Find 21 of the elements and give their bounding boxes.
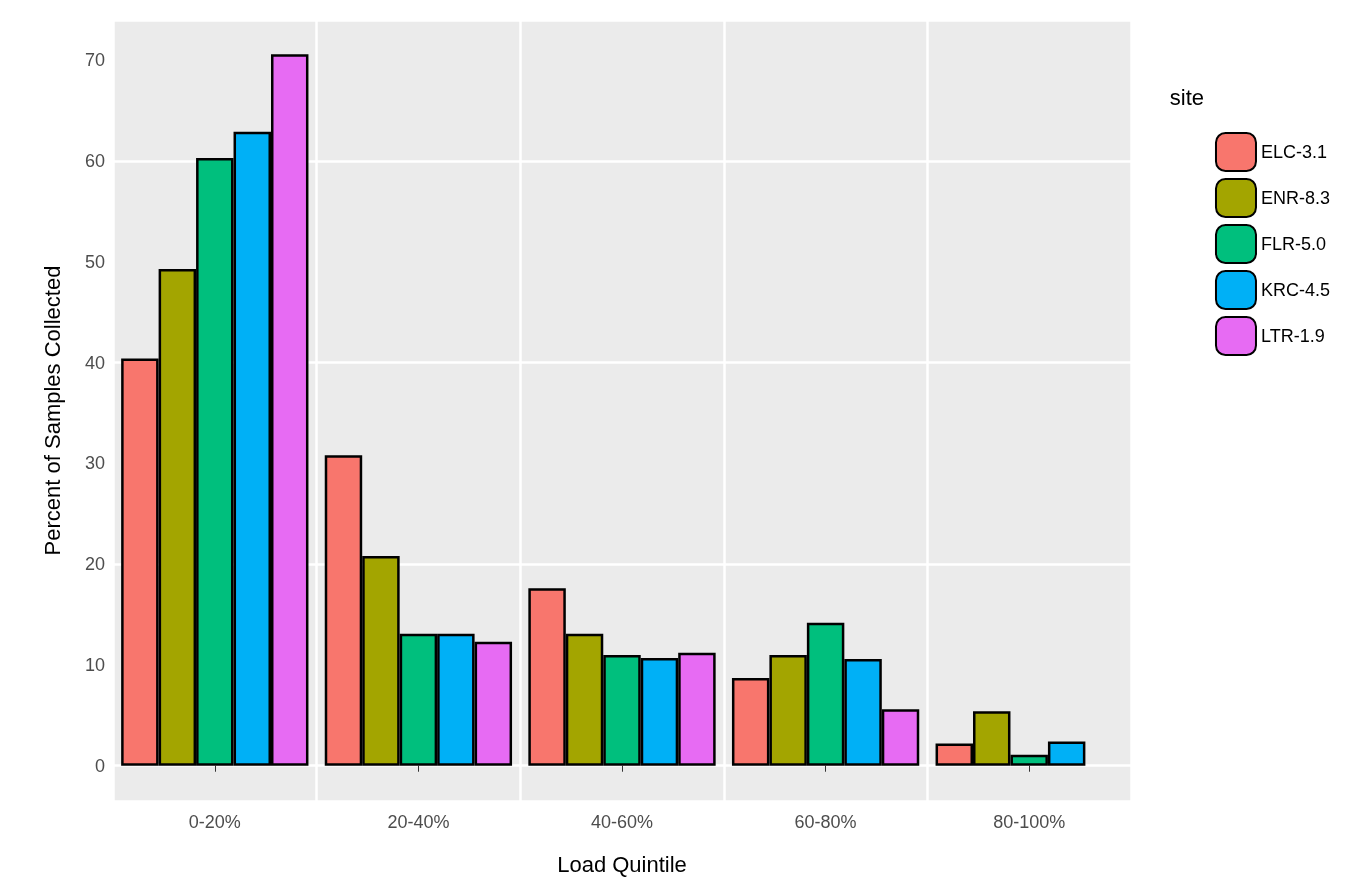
y-tick-label: 60 — [84, 151, 105, 172]
y-tick-label: 20 — [84, 554, 105, 575]
x-tick-label: 80-100% — [993, 812, 1066, 832]
legend-label: ELC-3.1 — [1260, 142, 1328, 162]
y-axis-title: Percent of Samples Collected — [39, 265, 65, 556]
y-tick-label: 40 — [84, 352, 105, 373]
x-tick-label: 0-20% — [188, 812, 241, 832]
y-tick-label: 70 — [84, 50, 105, 71]
y-tick-label: 30 — [84, 453, 105, 474]
legend-title: site — [1169, 84, 1205, 110]
x-axis-title: Load Quintile — [557, 851, 687, 877]
x-tick-label: 20-40% — [387, 812, 450, 832]
x-tick-label: 40-60% — [590, 812, 654, 832]
y-tick-label: 0 — [94, 755, 105, 776]
legend-label: FLR-5.0 — [1260, 234, 1327, 254]
y-tick-label: 50 — [84, 251, 105, 272]
legend-label: KRC-4.5 — [1260, 280, 1331, 300]
legend-label: ENR-8.3 — [1260, 188, 1331, 208]
y-tick-label: 10 — [84, 654, 105, 675]
legend-label: LTR-1.9 — [1260, 326, 1325, 346]
x-tick-label: 60-80% — [794, 812, 857, 832]
